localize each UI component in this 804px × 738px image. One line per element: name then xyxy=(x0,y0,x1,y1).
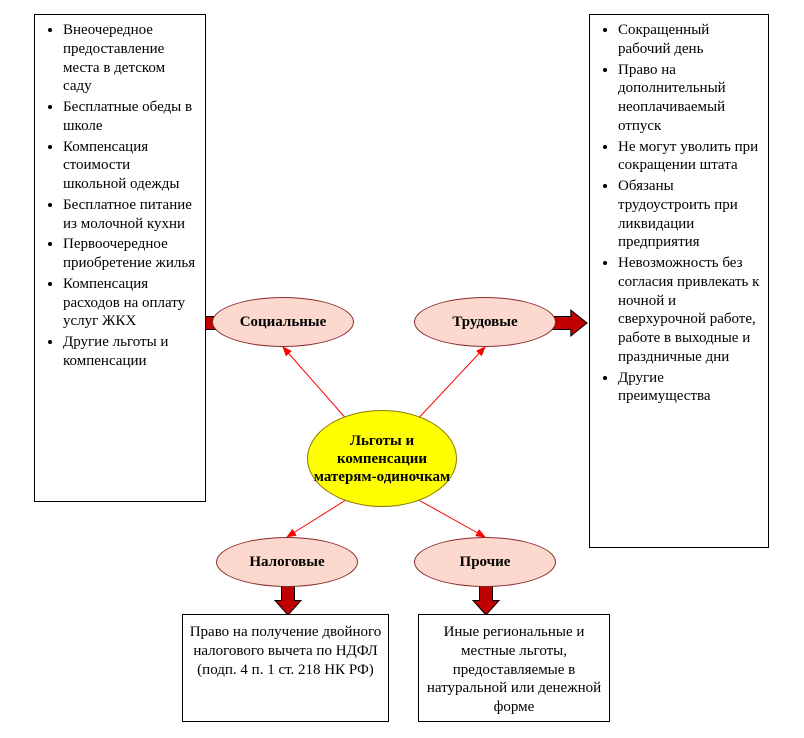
list-item: Внеочередное предоставление места в детс… xyxy=(63,21,197,96)
category-labor-node: Трудовые xyxy=(414,297,556,347)
list-item: Сокращенный рабочий день xyxy=(618,21,760,59)
list-item: Другие преимущества xyxy=(618,369,760,407)
list-item: Бесплатные обеды в школе xyxy=(63,98,197,136)
list-item: Компенсация расходов на оплату услуг ЖКХ xyxy=(63,275,197,331)
list-item: Другие льготы и компенсации xyxy=(63,333,197,371)
category-social-label: Социальные xyxy=(240,313,327,331)
labor-benefits-list: Сокращенный рабочий деньПраво на дополни… xyxy=(604,21,760,406)
other-benefits-box: Иные региональные и местные льготы, пред… xyxy=(418,614,610,722)
social-benefits-box: Внеочередное предоставление места в детс… xyxy=(34,14,206,502)
tax-benefits-box: Право на получение двойного налогового в… xyxy=(182,614,389,722)
labor-benefits-box: Сокращенный рабочий деньПраво на дополни… xyxy=(589,14,769,548)
category-tax-node: Налоговые xyxy=(216,537,358,587)
center-node: Льготы и компенсации матерям-одиночкам xyxy=(307,410,457,507)
category-labor-label: Трудовые xyxy=(452,313,517,331)
category-other-node: Прочие xyxy=(414,537,556,587)
tax-benefits-text: Право на получение двойного налогового в… xyxy=(190,624,382,678)
category-social-node: Социальные xyxy=(212,297,354,347)
diagram-canvas: Внеочередное предоставление места в детс… xyxy=(0,0,804,738)
center-label: Льготы и компенсации матерям-одиночкам xyxy=(312,432,452,486)
list-item: Не могут уволить при сокращении штата xyxy=(618,138,760,176)
list-item: Первоочередное приобретение жилья xyxy=(63,235,197,273)
list-item: Бесплатное питание из молочной кухни xyxy=(63,196,197,234)
list-item: Невозможность без согласия привлекать к … xyxy=(618,254,760,367)
category-other-label: Прочие xyxy=(460,553,511,571)
social-benefits-list: Внеочередное предоставление места в детс… xyxy=(49,21,197,371)
list-item: Компенсация стоимости школьной одежды xyxy=(63,138,197,194)
list-item: Право на дополнительный неоплачиваемый о… xyxy=(618,61,760,136)
list-item: Обязаны трудоустроить при ликвидации пре… xyxy=(618,177,760,252)
category-tax-label: Налоговые xyxy=(249,553,324,571)
other-benefits-text: Иные региональные и местные льготы, пред… xyxy=(427,624,601,715)
